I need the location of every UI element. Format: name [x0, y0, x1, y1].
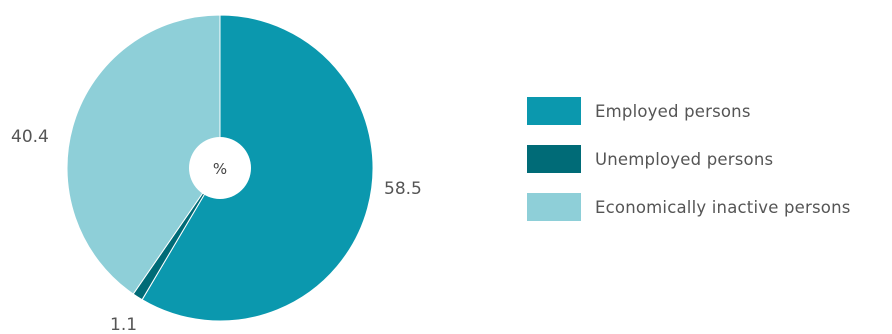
legend-swatch-inactive: [527, 193, 581, 221]
center-unit-label: %: [213, 160, 227, 178]
center-hole: [189, 137, 251, 199]
legend-item-unemployed: Unemployed persons: [527, 145, 889, 173]
legend-label-inactive: Economically inactive persons: [595, 197, 851, 217]
legend-label-employed: Employed persons: [595, 101, 751, 121]
legend-item-inactive: Economically inactive persons: [527, 193, 889, 221]
legend-label-unemployed: Unemployed persons: [595, 149, 774, 169]
value-label-unemployed: 1.1: [110, 315, 137, 334]
value-label-inactive: 40.4: [11, 127, 49, 147]
legend: Employed persons Unemployed persons Econ…: [527, 97, 889, 241]
legend-swatch-employed: [527, 97, 581, 125]
pie-slice-employed: [141, 14, 374, 322]
legend-swatch-unemployed: [527, 145, 581, 173]
pie-slices: [66, 14, 374, 322]
pie-slice-inactive: [66, 14, 221, 295]
value-label-employed: 58.5: [384, 179, 422, 199]
legend-item-employed: Employed persons: [527, 97, 889, 125]
